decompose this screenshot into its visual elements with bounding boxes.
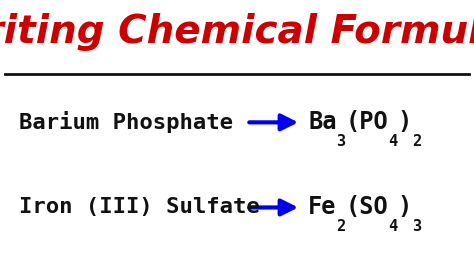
Text: Fe: Fe	[308, 196, 337, 219]
Text: 3: 3	[412, 219, 421, 234]
Text: Iron (III) Sulfate: Iron (III) Sulfate	[19, 197, 260, 218]
Text: 2: 2	[337, 219, 346, 234]
Text: (SO: (SO	[346, 196, 389, 219]
Text: ): )	[398, 196, 412, 219]
Text: 3: 3	[337, 134, 346, 149]
Text: 4: 4	[389, 134, 398, 149]
Text: Ba: Ba	[308, 110, 337, 134]
Text: (PO: (PO	[346, 110, 389, 134]
Text: Barium Phosphate: Barium Phosphate	[19, 111, 233, 133]
Text: Writing Chemical Formulas: Writing Chemical Formulas	[0, 13, 474, 51]
Text: 4: 4	[389, 219, 398, 234]
Text: 2: 2	[412, 134, 421, 149]
Text: ): )	[398, 110, 412, 134]
